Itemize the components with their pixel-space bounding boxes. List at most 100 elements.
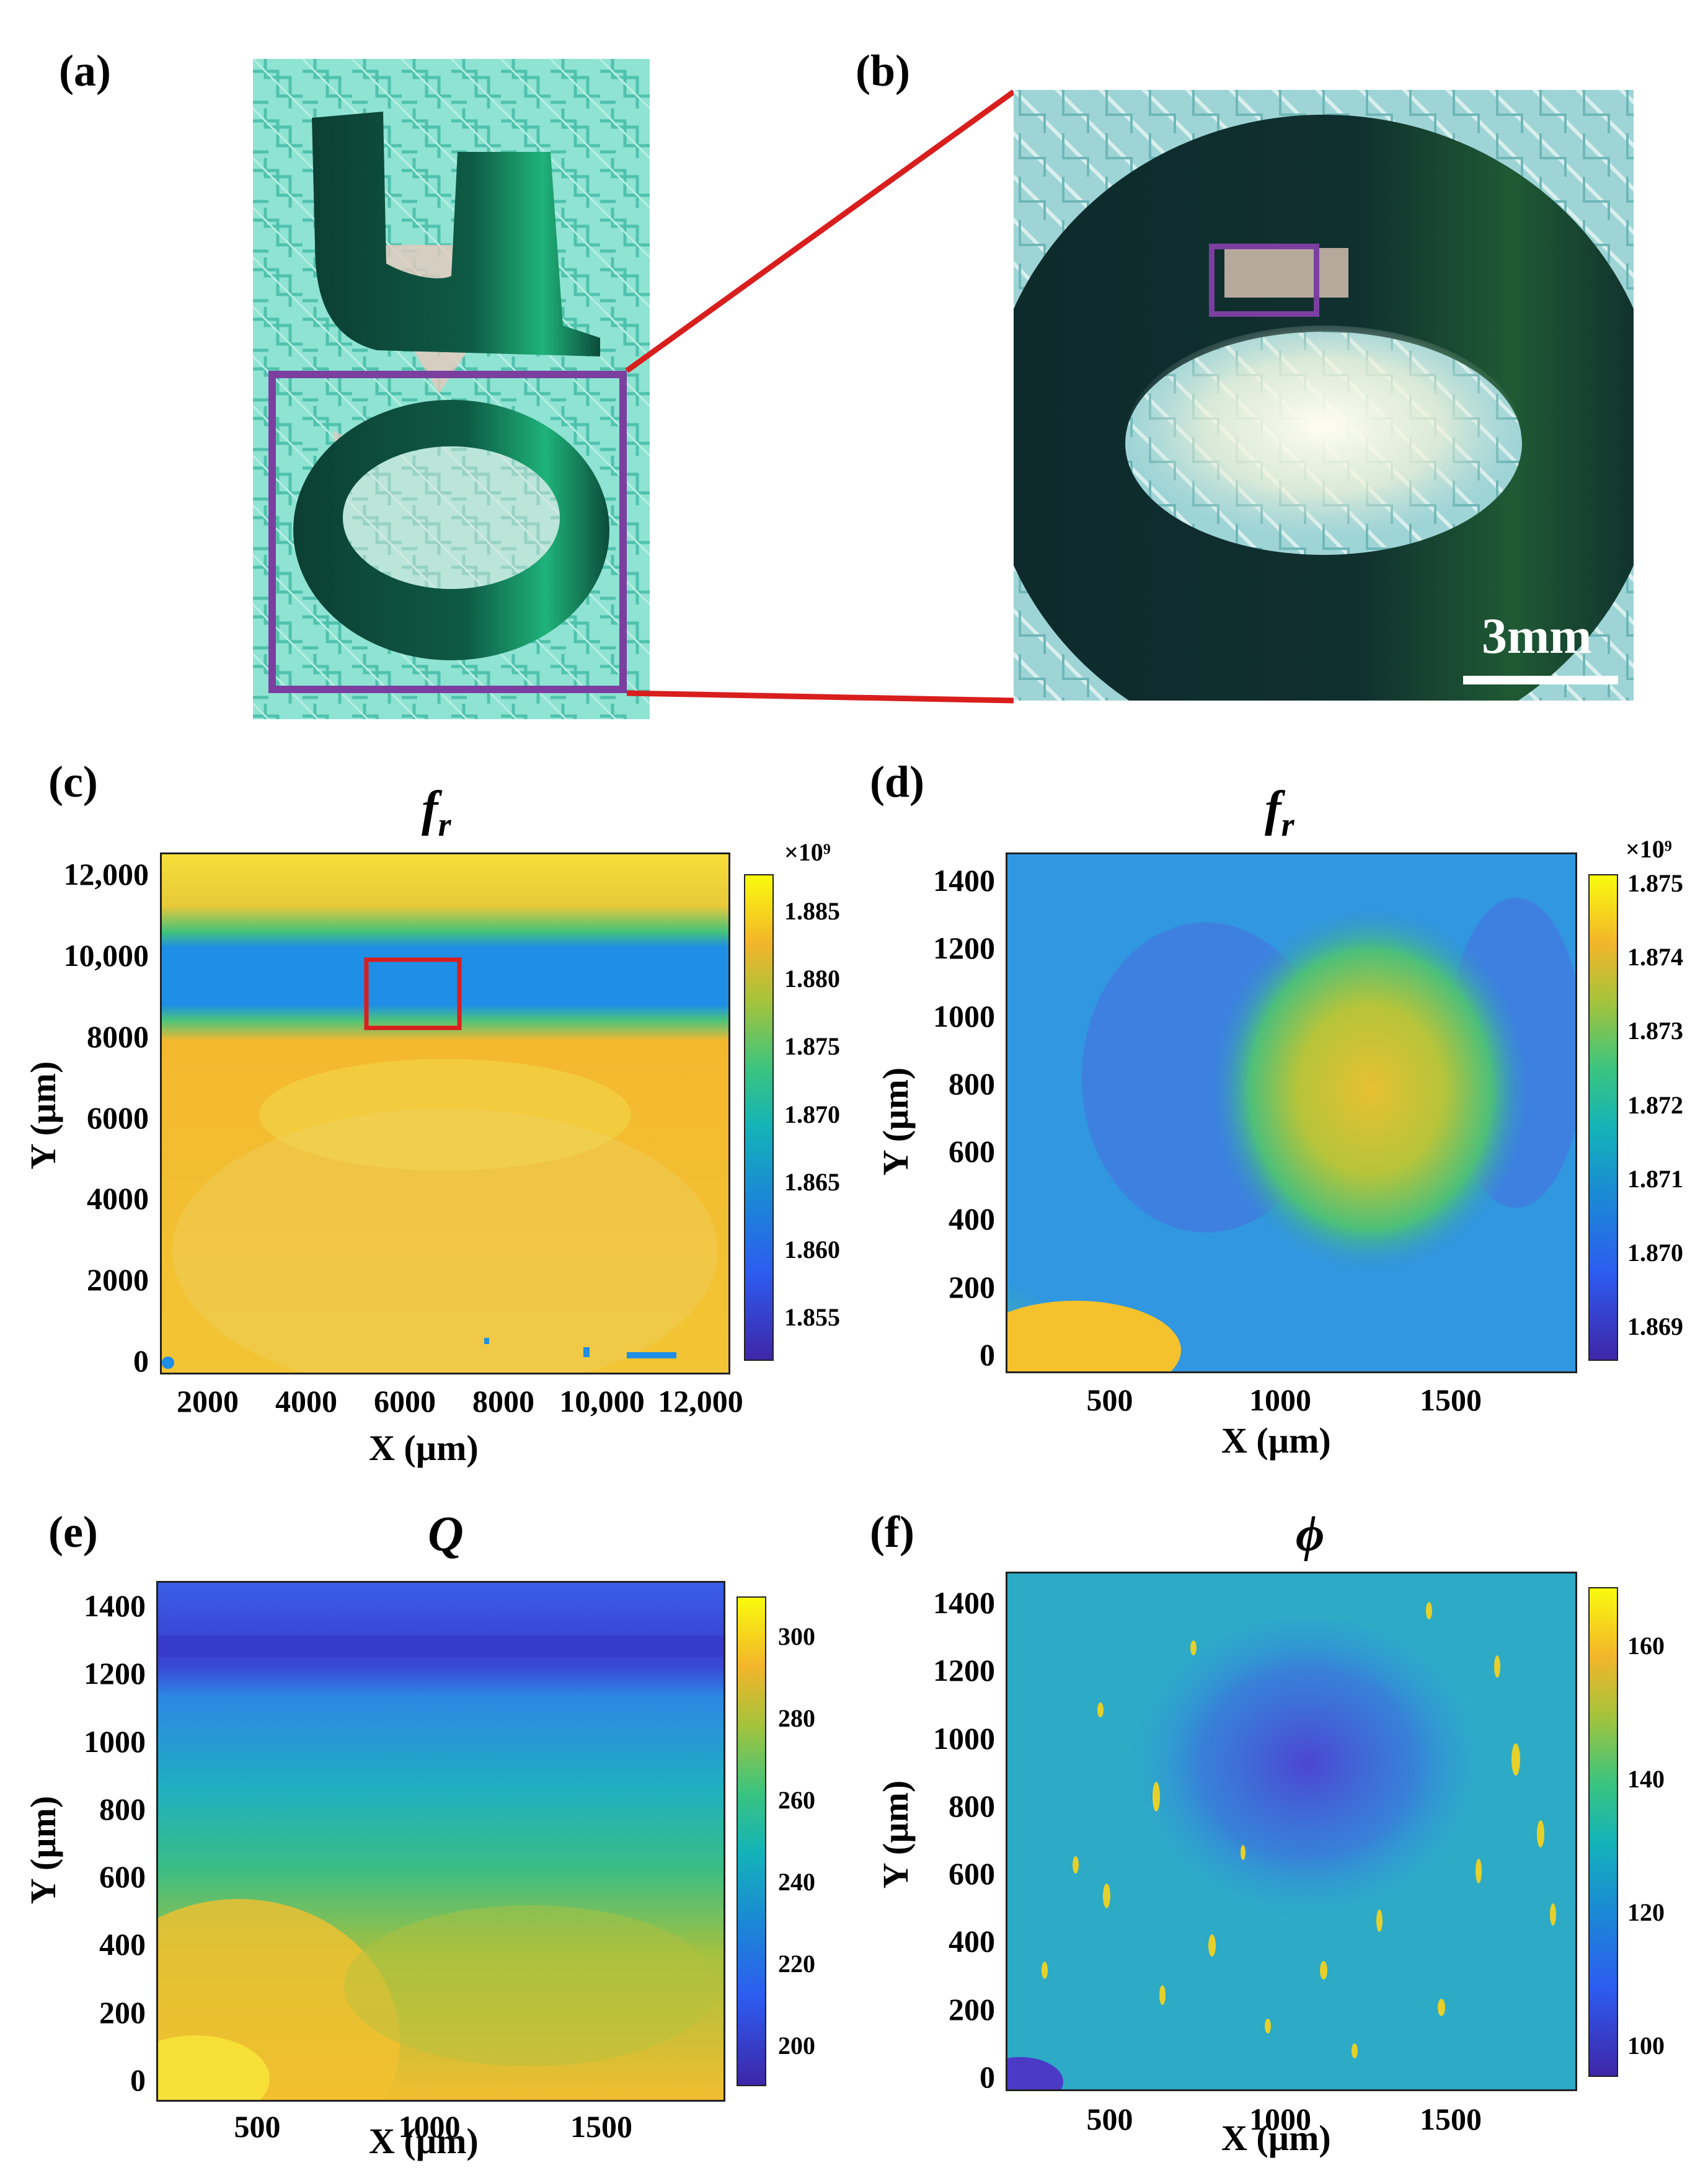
y-tick-d-7: 0 [980, 1337, 995, 1372]
y-tick-d-0: 1400 [933, 863, 995, 898]
colorbar-tick-d-0: 1.875 [1627, 869, 1683, 897]
y-tick-f-5: 400 [949, 1924, 995, 1959]
panel-d-ylabel: Y (µm) [875, 1067, 916, 1176]
colorbar-tick-f-3: 100 [1627, 2032, 1665, 2060]
colorbar-tick-e-4: 220 [778, 1950, 815, 1978]
panel-e-title: Q [428, 1507, 464, 1562]
x-tick-c-4: 10,000 [559, 1384, 645, 1418]
heatmap-e-image [158, 1583, 723, 2100]
y-tick-d-2: 1000 [933, 998, 995, 1033]
x-tick-f-0: 500 [1086, 2102, 1133, 2136]
panel-b-label: (b) [856, 46, 910, 95]
y-tick-c-3: 6000 [87, 1100, 149, 1135]
panel-f-title: ϕ [1296, 1507, 1325, 1562]
banknote-photo-a [253, 59, 650, 719]
y-tick-f-3: 800 [949, 1788, 995, 1823]
panel-a-label: (a) [59, 46, 111, 95]
y-tick-e-2: 1000 [84, 1724, 146, 1759]
x-tick-c-0: 2000 [177, 1384, 239, 1418]
y-tick-e-5: 400 [99, 1927, 146, 1962]
panel-d-title: fr [1265, 782, 1294, 843]
heatmap-c-zoom-box [364, 957, 462, 1030]
x-tick-c-3: 8000 [472, 1384, 534, 1418]
y-tick-f-2: 1000 [933, 1720, 995, 1756]
panel-d-label: (d) [870, 757, 924, 807]
colorbar-tick-c-0: 1.885 [784, 897, 840, 925]
heatmap-d-image [1007, 854, 1575, 1371]
colorbar-tick-f-0: 160 [1627, 1632, 1665, 1660]
colorbar-tick-f-1: 140 [1627, 1765, 1665, 1793]
heatmap-f [1006, 1572, 1577, 2091]
heatmap-c-image [162, 854, 728, 1373]
colorbar-tick-c-3: 1.870 [784, 1100, 840, 1128]
panel-f-xlabel: X (µm) [1221, 2118, 1331, 2158]
colorbar-tick-e-3: 240 [778, 1868, 815, 1896]
colorbar-tick-c-1: 1.880 [784, 965, 840, 993]
x-tick-f-2: 1500 [1420, 2102, 1482, 2136]
y-tick-c-4: 4000 [87, 1181, 149, 1216]
colorbar-d [1588, 874, 1618, 1361]
y-tick-d-5: 400 [949, 1202, 995, 1237]
panel-e-ylabel: Y (µm) [23, 1795, 63, 1905]
y-tick-c-6: 0 [133, 1343, 149, 1378]
colorbar-c-multiplier: ×10⁹ [784, 838, 831, 866]
y-tick-d-6: 200 [949, 1269, 995, 1304]
x-tick-e-1: 1000 [398, 2109, 461, 2144]
y-tick-e-4: 600 [99, 1859, 146, 1895]
y-tick-f-6: 200 [949, 1991, 995, 2027]
colorbar-tick-c-4: 1.865 [784, 1167, 840, 1196]
colorbar-tick-d-1: 1.874 [1627, 943, 1683, 971]
y-tick-c-2: 8000 [87, 1019, 149, 1054]
x-tick-e-2: 1500 [570, 2109, 632, 2144]
y-tick-c-1: 10,000 [63, 937, 149, 973]
y-tick-f-0: 1400 [933, 1585, 995, 1620]
x-tick-d-2: 1500 [1420, 1383, 1482, 1417]
panel-d-xlabel: X (µm) [1221, 1420, 1331, 1461]
y-tick-e-6: 200 [99, 1994, 146, 2030]
y-tick-d-4: 600 [949, 1134, 995, 1169]
highlight-box-b [1209, 244, 1319, 317]
y-tick-f-7: 0 [980, 2060, 995, 2094]
colorbar-tick-f-2: 120 [1627, 1898, 1665, 1926]
colorbar-d-multiplier: ×10⁹ [1626, 835, 1672, 863]
panel-c-xlabel: X (µm) [369, 1428, 479, 1468]
colorbar-tick-d-5: 1.870 [1627, 1238, 1683, 1267]
colorbar-tick-c-5: 1.860 [784, 1235, 840, 1264]
colorbar-tick-e-1: 280 [778, 1704, 815, 1732]
zoom-lines [625, 89, 1016, 704]
x-tick-c-1: 4000 [275, 1384, 337, 1418]
y-tick-d-1: 1200 [933, 931, 995, 966]
colorbar-tick-e-0: 300 [778, 1622, 815, 1650]
y-tick-c-5: 2000 [87, 1262, 149, 1298]
highlight-box-a [268, 371, 627, 693]
heatmap-f-image [1007, 1573, 1575, 2089]
colorbar-f [1588, 1587, 1618, 2077]
y-tick-d-3: 800 [949, 1066, 995, 1101]
colorbar-tick-d-3: 1.872 [1627, 1091, 1683, 1119]
panel-c-label: (c) [48, 757, 98, 807]
colorbar-tick-d-6: 1.869 [1627, 1312, 1683, 1340]
scale-bar-label: 3mm [1482, 608, 1592, 664]
colorbar-e [737, 1596, 766, 2086]
y-tick-f-1: 1200 [933, 1653, 995, 1688]
x-tick-d-1: 1000 [1249, 1383, 1311, 1417]
x-tick-c-2: 6000 [374, 1384, 436, 1418]
y-tick-e-0: 1400 [84, 1588, 146, 1623]
heatmap-e [156, 1581, 725, 2102]
heatmap-f-speckles [1042, 1602, 1556, 2058]
x-tick-d-0: 500 [1086, 1383, 1133, 1417]
panel-e-label: (e) [48, 1507, 98, 1557]
scale-bar [1463, 676, 1618, 684]
colorbar-c [744, 874, 774, 1361]
y-tick-e-1: 1200 [84, 1656, 146, 1691]
panel-c-ylabel: Y (µm) [23, 1061, 63, 1170]
zoomed-photo-b [1014, 90, 1634, 701]
y-tick-e-3: 800 [99, 1791, 146, 1826]
panel-f-ylabel: Y (µm) [875, 1780, 916, 1889]
y-tick-f-4: 600 [949, 1856, 995, 1892]
x-tick-f-1: 1000 [1249, 2102, 1311, 2136]
heatmap-c [160, 852, 730, 1374]
panel-c-title: fr [422, 782, 451, 843]
y-tick-e-7: 0 [130, 2063, 146, 2097]
panel-f-label: (f) [870, 1507, 914, 1557]
